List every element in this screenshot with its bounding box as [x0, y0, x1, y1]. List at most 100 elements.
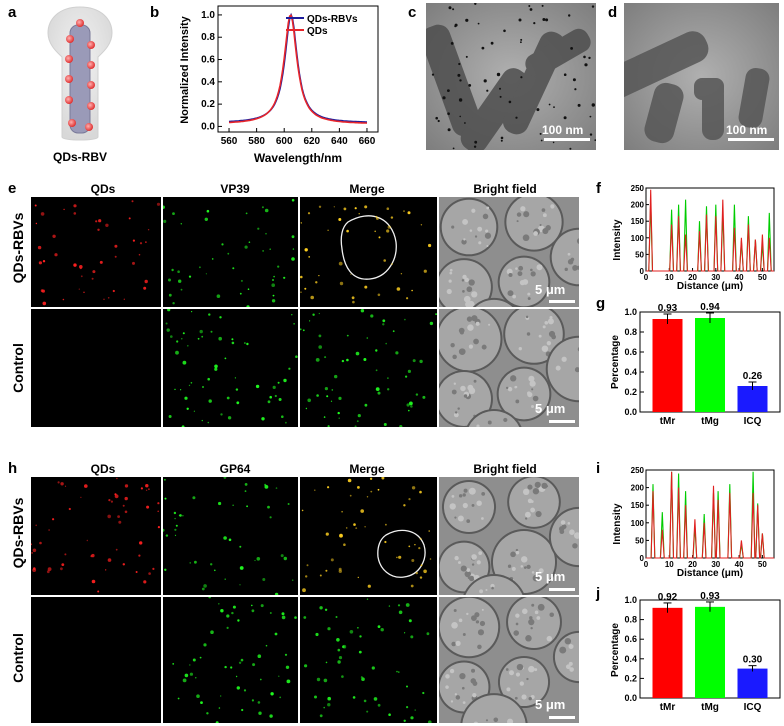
cell-texture: [454, 693, 458, 696]
cell-texture: [468, 279, 475, 286]
cell-texture: [526, 677, 529, 681]
fluorescence-spot: [404, 318, 406, 321]
qd-particle: [452, 8, 455, 11]
fluorescence-spot: [182, 678, 187, 683]
fluorescence-spot: [337, 411, 340, 415]
qd-particle: [503, 29, 506, 33]
cell-texture: [546, 635, 553, 642]
fluorescence-spot: [318, 312, 320, 315]
qd-particle: [465, 18, 469, 22]
fluorescence-spot: [408, 409, 410, 412]
qd-particle: [594, 139, 596, 141]
fluorescence-spot: [354, 207, 357, 210]
fluorescence-spot: [138, 253, 141, 256]
bar-category-label: tMg: [701, 702, 719, 713]
qd-particle: [583, 55, 586, 59]
cell-texture: [487, 420, 492, 425]
qd-particle: [568, 14, 571, 17]
fluorescence-spot: [316, 394, 319, 397]
fluorescence-spot: [246, 342, 249, 346]
bar-value-label: 0.30: [743, 655, 763, 666]
cell-texture: [455, 640, 461, 646]
cell-texture: [475, 321, 480, 326]
e-control-vp39-image: [163, 309, 298, 427]
chart-b-xtick-label: 640: [331, 136, 348, 147]
profile-ytick-label: 150: [631, 217, 645, 226]
e-qds-rbvs-vp39-image: [163, 197, 298, 307]
qd-particle: [473, 145, 477, 148]
fluorescence-spot: [235, 675, 238, 678]
fluorescence-spot: [293, 323, 295, 325]
fluorescence-spot: [357, 576, 359, 579]
fluorescence-spot: [357, 486, 360, 489]
fluorescence-spot: [411, 486, 416, 490]
fluorescence-spot: [287, 503, 290, 505]
cell-texture: [484, 232, 492, 239]
qd-particle: [533, 22, 536, 25]
qd-particle: [450, 42, 454, 45]
fluorescence-spot: [174, 388, 176, 391]
fluorescence-spot: [270, 692, 274, 696]
tem-d-scale-label: 100 nm: [726, 123, 768, 137]
e-top-scale-bar: [549, 300, 575, 303]
panel-label-a: a: [8, 4, 17, 21]
fluorescence-spot: [283, 378, 287, 383]
fluorescence-spot: [206, 209, 210, 213]
cell-texture: [459, 673, 466, 680]
cell-texture: [471, 208, 476, 213]
fluorescence-spot: [319, 714, 323, 718]
fluorescence-spot: [177, 270, 180, 273]
qd-particle: [542, 18, 546, 21]
fluorescence-spot: [405, 603, 410, 607]
fluorescence-spot: [208, 399, 212, 403]
chart-b-legend: QDs-RBVs QDs: [286, 14, 358, 37]
cell-texture: [528, 618, 535, 626]
fluorescence-spot: [98, 219, 102, 223]
profile-ytick-label: 200: [631, 201, 645, 210]
fluorescence-spot: [291, 257, 295, 261]
fluorescence-spot: [243, 689, 247, 692]
chart-b-xtick-label: 660: [359, 136, 376, 147]
fluorescence-spot: [377, 488, 380, 491]
cell-texture: [532, 574, 540, 582]
intensity-profile-i: Intensity Distance (μm) 0 10 20 30 40 50 0 50 10…: [612, 466, 775, 579]
h-control-gp64-image: [163, 597, 298, 723]
fluorescence-spot: [252, 663, 256, 667]
cell-body: [462, 695, 526, 723]
cell-texture: [471, 563, 475, 566]
cell-texture: [460, 565, 467, 572]
fluorescence-spot: [214, 569, 216, 572]
cell-texture: [518, 265, 524, 271]
fluorescence-spot: [107, 514, 111, 519]
fluorescence-spot: [278, 675, 280, 677]
cell-texture: [534, 610, 539, 615]
bar-ytick-label: 0.4: [624, 367, 637, 377]
fluorescence-spot: [199, 329, 203, 334]
fluorescence-spot: [318, 334, 322, 338]
cell-texture: [458, 327, 465, 334]
e-col-merge: Merge: [349, 182, 385, 196]
fluorescence-spot: [300, 275, 303, 279]
fluorescence-spot: [219, 316, 222, 319]
fluorescence-spot: [201, 419, 203, 422]
fluorescence-spot: [196, 694, 200, 698]
fluorescence-spot: [165, 534, 169, 537]
fluorescence-spot: [397, 604, 401, 607]
tem-c-scale-label: 100 nm: [542, 123, 584, 137]
fluorescence-spot: [164, 497, 167, 500]
fluorescence-spot: [254, 559, 256, 562]
cell-texture: [462, 290, 465, 293]
fluorescence-spot: [382, 319, 386, 323]
profile-ytick-label: 100: [631, 519, 645, 528]
qd-particle: [442, 96, 446, 100]
fluorescence-spot: [128, 217, 131, 220]
cell-texture: [515, 613, 520, 618]
cell-texture: [568, 643, 574, 649]
cell-texture: [542, 213, 547, 218]
cell-texture: [567, 259, 574, 265]
fluorescence-spot: [325, 661, 328, 664]
fluorescence-spot: [224, 357, 227, 360]
qd-particle: [437, 119, 440, 123]
fluorescence-spot: [178, 279, 182, 283]
fluorescence-spot: [174, 528, 177, 531]
